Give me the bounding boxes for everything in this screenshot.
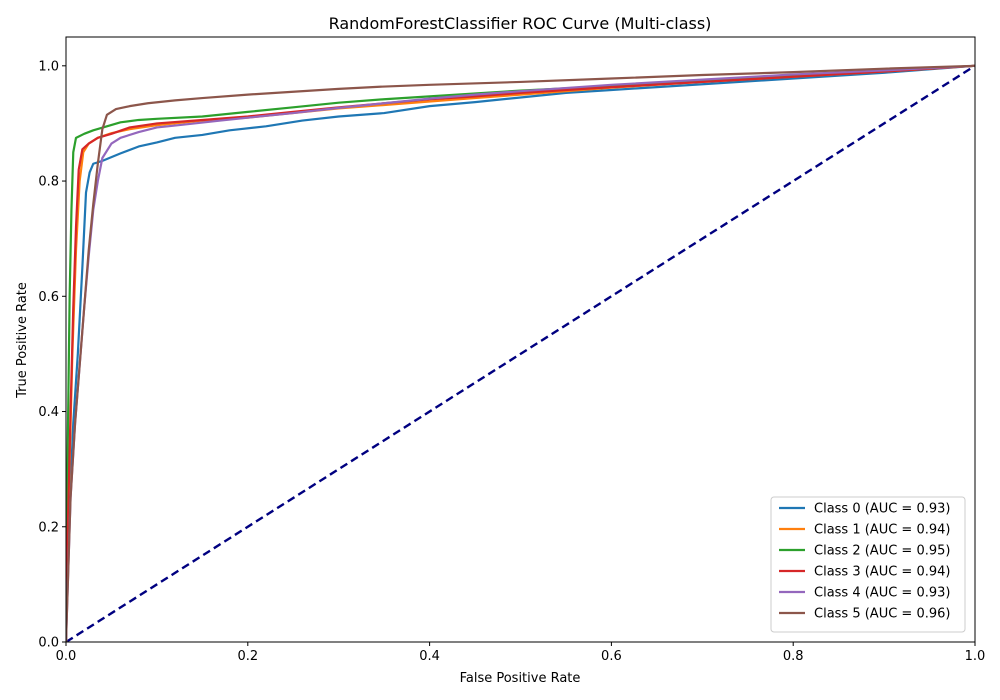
series-line-class-5: [66, 64, 975, 642]
series-line-class-2: [66, 64, 975, 642]
legend-label: Class 2 (AUC = 0.95): [814, 544, 950, 559]
legend-label: Class 1 (AUC = 0.94): [814, 523, 950, 538]
y-tick-label: 0.6: [38, 290, 59, 305]
series-lines: [66, 64, 975, 642]
x-tick-label: 0.0: [56, 649, 77, 664]
legend-label: Class 4 (AUC = 0.93): [814, 586, 950, 601]
legend-box: [770, 496, 966, 633]
y-tick-label: 1.0: [38, 59, 59, 74]
x-tick-label: 0.4: [419, 649, 440, 664]
series-line-class-0: [66, 64, 975, 642]
legend-label: Class 3 (AUC = 0.94): [814, 565, 950, 580]
chart-title: RandomForestClassifier ROC Curve (Multi-…: [329, 14, 712, 33]
x-tick-label: 0.6: [601, 649, 622, 664]
y-tick-label: 0.2: [38, 520, 59, 535]
x-tick-label: 0.2: [237, 649, 258, 664]
x-axis-title: False Positive Rate: [460, 671, 581, 686]
x-tick-label: 1.0: [965, 649, 986, 664]
axes: 0.0 0.2 0.4 0.6 0.8 1.0 0.0 0.2 0.4 0.6 0.8 1.0: [38, 36, 986, 664]
y-tick-label: 0.4: [38, 405, 59, 420]
plot-area: [66, 64, 975, 642]
y-tick-label: 0.8: [38, 175, 59, 190]
chance-diagonal-line: [66, 64, 975, 642]
series-line-class-3: [66, 64, 975, 642]
legend-label: Class 5 (AUC = 0.96): [814, 607, 950, 622]
legend: Class 0 (AUC = 0.93) Class 1 (AUC = 0.94)…: [770, 496, 966, 633]
legend-label: Class 0 (AUC = 0.93): [814, 502, 950, 517]
axes-frame: [65, 36, 976, 643]
y-tick-label: 0.0: [38, 636, 59, 651]
y-axis-title: True Positive Rate: [15, 282, 30, 399]
x-tick-label: 0.8: [783, 649, 804, 664]
